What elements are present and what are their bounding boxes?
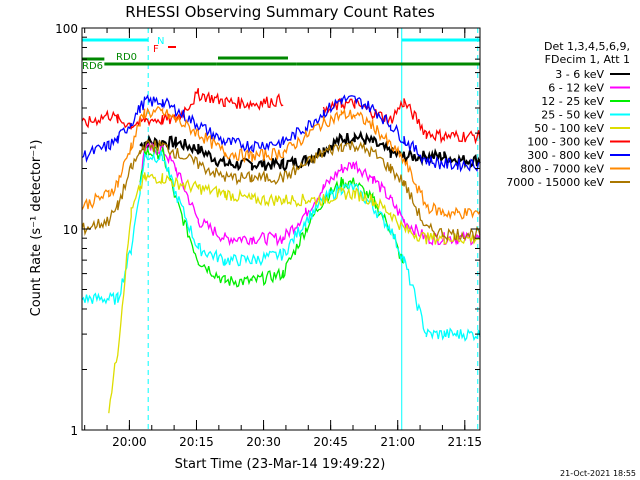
y-tick-label: 1 [70,424,78,438]
legend-label-4: 25 - 50 keV [541,109,604,122]
series-line-6 [81,88,481,145]
x-axis-label: Start Time (23-Mar-14 19:49:22) [175,457,386,472]
x-tick-label: 20:00 [112,435,147,449]
series-line-9 [81,139,481,242]
x-tick-label: 21:00 [380,435,415,449]
flag-f-label: F [153,44,159,55]
series-line-2 [139,142,481,247]
series-line-5 [108,172,481,414]
series-line-7 [81,94,480,173]
series-line-8 [81,105,481,221]
series-line-3 [139,146,405,288]
plot-area: NF RD0 RD6 1 10 100 20:00 20:15 20:30 20:45 21:00 2… [55,22,482,449]
rd0-label: RD0 [116,52,137,63]
x-tick-label: 21:15 [447,435,482,449]
legend-title-line-1: Det 1,3,4,5,6,9, [544,40,630,53]
y-axis-label: Count Rate (s⁻¹ detector⁻¹) [29,140,44,317]
legend-label-9: 7000 - 15000 keV [506,176,604,189]
y-tick-label: 10 [63,223,78,237]
x-tick-label: 20:45 [313,435,348,449]
x-tick-label: 20:15 [179,435,214,449]
legend-label-6: 100 - 300 keV [527,136,604,149]
flag-n-label: N [157,36,164,47]
legend-label-2: 6 - 12 keV [548,82,604,95]
legend-title-line-2: FDecim 1, Att 1 [545,53,630,66]
series-line-4 [81,150,481,342]
x-tick-label: 20:30 [246,435,281,449]
y-tick-label: 100 [55,22,78,36]
chart-title: RHESSI Observing Summary Count Rates [125,3,435,21]
legend-label-8: 800 - 7000 keV [520,163,604,176]
rd6-label: RD6 [82,61,103,72]
legend-label-3: 12 - 25 keV [541,95,604,108]
legend-label-1: 3 - 6 keV [555,68,604,81]
legend-label-5: 50 - 100 keV [534,122,604,135]
footer-date: 21-Oct-2021 18:55 [560,469,636,478]
legend-label-7: 300 - 800 keV [527,149,604,162]
